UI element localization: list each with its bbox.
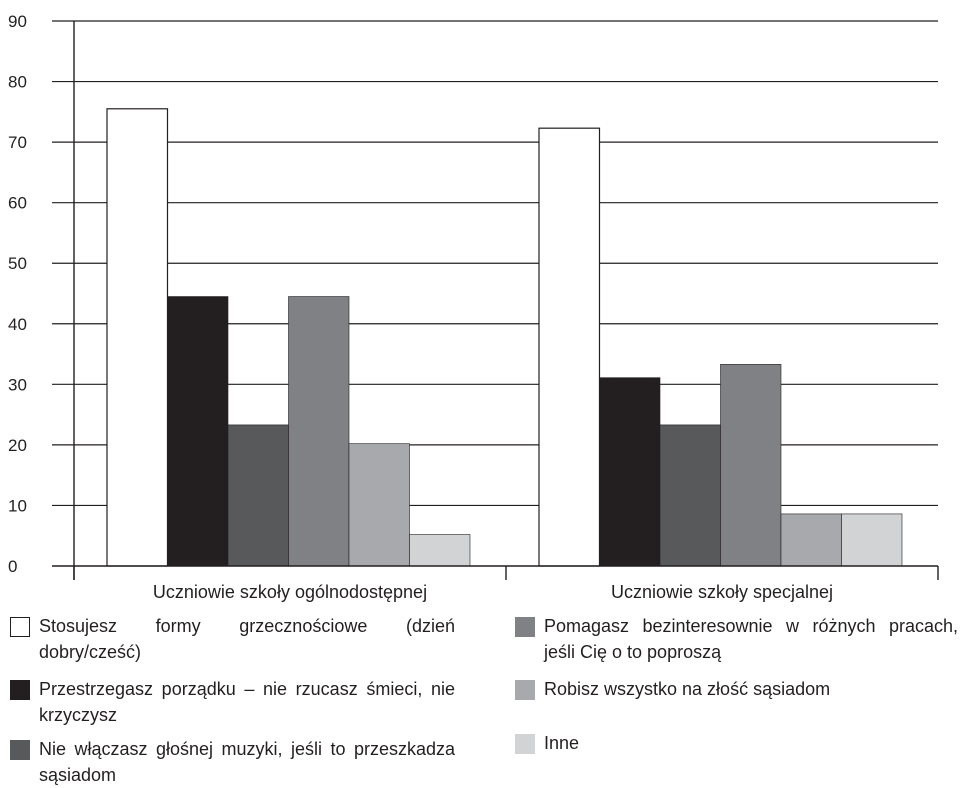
legend-swatch-2 <box>10 740 30 760</box>
axes <box>52 21 939 580</box>
legend-item-1: Przestrzegasz porządku – nie rzucasz śmi… <box>10 676 455 728</box>
bar-0-1 <box>167 296 229 567</box>
legend-item-3: Pomagasz bezinteresownie w różnych praca… <box>515 613 958 665</box>
legend-label-3: Pomagasz bezinteresownie w różnych praca… <box>544 616 958 662</box>
bar-1-2 <box>659 424 721 567</box>
bar-1-5 <box>841 513 903 567</box>
legend-label-5: Inne <box>544 733 580 753</box>
category-labels: Uczniowie szkoły ogólnodostępnej Uczniowi… <box>153 582 833 602</box>
y-tick-label-70: 70 <box>8 133 27 152</box>
legend-swatch-3 <box>515 617 535 637</box>
legend-item-5: Inne <box>515 730 958 756</box>
legend-item-4: Robisz wszystko na złość sąsiadom <box>515 676 958 702</box>
bar-0-0 <box>106 108 169 567</box>
bar-chart: 0 10 20 30 40 50 60 70 80 90 Uczniowie szkoły ogó… <box>8 12 939 602</box>
bar-0-2 <box>227 424 289 567</box>
category-label-0: Uczniowie szkoły ogólnodostępnej <box>153 582 427 602</box>
legend-item-0: Stosujesz formy grzecznościowe (dzień do… <box>10 613 455 665</box>
bar-0-4 <box>348 443 410 567</box>
y-tick-label-90: 90 <box>8 12 27 31</box>
y-tick-label-20: 20 <box>8 436 27 455</box>
bars <box>106 108 903 567</box>
legend-swatch-4 <box>515 680 535 700</box>
y-tick-label-0: 0 <box>8 557 17 576</box>
bar-1-3 <box>720 364 782 567</box>
legend-label-1: Przestrzegasz porządku – nie rzucasz śmi… <box>39 679 455 725</box>
bar-1-1 <box>599 377 661 567</box>
y-axis-tick-labels: 0 10 20 30 40 50 60 70 80 90 <box>8 12 27 576</box>
bar-0-3 <box>288 296 350 567</box>
legend-label-0: Stosujesz formy grzecznościowe (dzień do… <box>39 616 455 662</box>
bar-0-5 <box>409 534 471 567</box>
legend-label-4: Robisz wszystko na złość sąsiadom <box>544 679 831 699</box>
category-label-1: Uczniowie szkoły specjalnej <box>611 582 833 602</box>
y-tick-label-30: 30 <box>8 375 27 394</box>
legend-item-2: Nie włączasz głośnej muzyki, jeśli to pr… <box>10 736 455 788</box>
y-tick-label-10: 10 <box>8 496 27 515</box>
bar-1-4 <box>780 513 842 567</box>
legend-swatch-5 <box>515 734 535 754</box>
legend-swatch-1 <box>10 680 30 700</box>
y-tick-label-80: 80 <box>8 73 27 92</box>
bar-1-0 <box>538 127 601 567</box>
y-tick-label-40: 40 <box>8 315 27 334</box>
y-tick-label-50: 50 <box>8 254 27 273</box>
y-tick-label-60: 60 <box>8 194 27 213</box>
legend-label-2: Nie włączasz głośnej muzyki, jeśli to pr… <box>39 739 455 785</box>
legend-swatch-0 <box>10 617 30 637</box>
